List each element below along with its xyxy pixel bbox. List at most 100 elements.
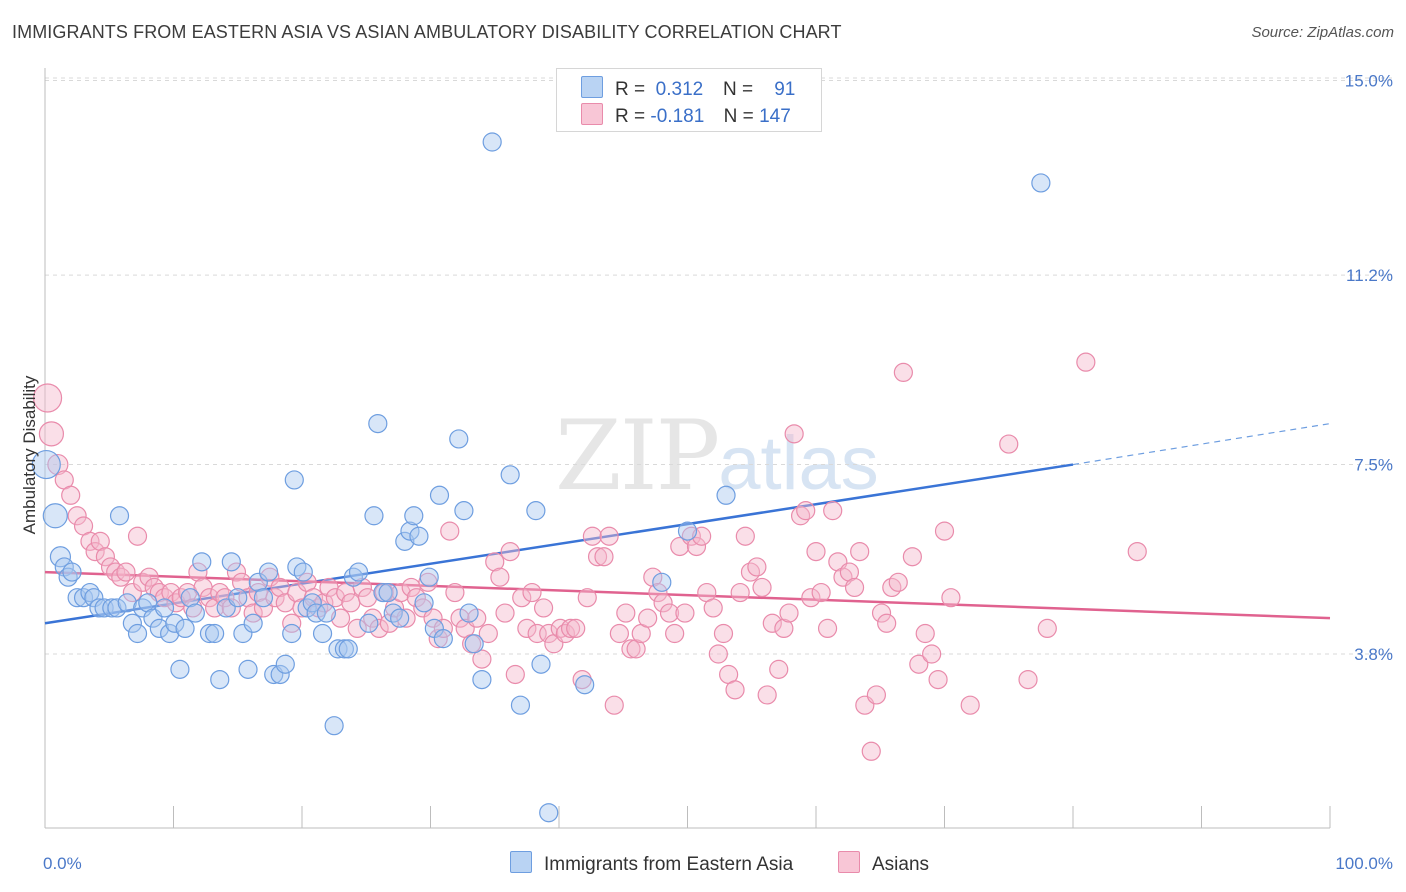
asians-point (877, 613, 897, 633)
eastern-asia-point (652, 572, 672, 592)
x-tick-label: 100.0% (1335, 854, 1393, 873)
eastern-asia-point (165, 613, 185, 633)
asians-point (1037, 618, 1057, 639)
y-tick-label: 7.5% (1354, 456, 1393, 475)
asians-point (626, 639, 646, 659)
eastern-asia-point (716, 485, 736, 505)
eastern-asia-point (258, 562, 279, 582)
eastern-asia-point (297, 598, 317, 618)
eastern-asia-point (154, 598, 175, 618)
legend-n-value: 91 (774, 79, 796, 100)
asians-point (915, 623, 935, 644)
asians-point (80, 531, 100, 551)
eastern-asia-point (1031, 173, 1051, 193)
eastern-asia-point (192, 552, 212, 572)
eastern-asia-point (359, 613, 379, 633)
asians-point (665, 623, 685, 644)
asians-point (888, 572, 908, 592)
axis-labels: 3.8% 7.5% 11.2% 15.0% 0.0% 100.0% Ambulatory D… (20, 72, 1393, 873)
asians-point (703, 598, 723, 618)
eastern-asia-point (149, 618, 169, 639)
asians-point (533, 598, 554, 618)
asians-point (604, 695, 624, 715)
eastern-asia-point (160, 623, 180, 644)
asians-point (796, 501, 816, 521)
legend-row-asians: R = -0.181 N = 147 (581, 103, 791, 127)
asians-point (512, 588, 532, 608)
asians-point (1127, 541, 1147, 562)
legend-n-label: N = (722, 79, 754, 100)
eastern-asia-point (454, 501, 474, 521)
asians-point (659, 603, 680, 623)
asians-point (522, 582, 542, 603)
asians-point (893, 362, 913, 382)
asians-point (713, 623, 734, 644)
eastern-asia-point (175, 618, 195, 639)
eastern-asia-point (233, 623, 253, 644)
asians-point (199, 588, 220, 608)
legend-swatch-blue (581, 76, 603, 98)
eastern-asia-point (127, 623, 148, 644)
y-axis-label: Ambulatory Disability (20, 375, 39, 534)
eastern-asia-point (539, 803, 559, 823)
asians-point (769, 659, 789, 679)
asians-point (643, 567, 663, 587)
asians-point (681, 526, 701, 546)
asians-point (47, 453, 69, 476)
eastern-asia-point (62, 562, 82, 582)
bottom-legend-label-1: Immigrants from Eastern Asia (544, 854, 794, 875)
asians-point (428, 629, 448, 649)
eastern-asia-point (170, 659, 190, 679)
eastern-asia-point (472, 669, 492, 690)
asians-point (882, 577, 902, 598)
asians-point (999, 434, 1019, 454)
asians-point (594, 547, 614, 567)
eastern-asia-point (284, 470, 304, 490)
eastern-asia-point (42, 503, 68, 529)
watermark-zip: ZIP (555, 400, 720, 512)
eastern-asia-point (338, 639, 358, 659)
eastern-asia-point (67, 588, 87, 608)
asians-point (61, 485, 81, 505)
asians-point (517, 618, 537, 639)
asians-point (861, 741, 881, 761)
asians-point (708, 644, 728, 664)
asians-point (774, 618, 794, 639)
asians-point (823, 501, 843, 521)
asians-point (539, 623, 559, 644)
asians-point (490, 567, 510, 587)
eastern-asia-point (404, 506, 424, 526)
asians-point (111, 567, 131, 587)
bottom-legend-label-2: Asians (872, 854, 930, 875)
asians-point (757, 685, 777, 705)
eastern-asia-point (364, 506, 384, 526)
eastern-asia-point (419, 567, 439, 587)
asians-point (653, 593, 673, 613)
bottom-legend-swatch-pink (838, 851, 860, 873)
asians-point (922, 644, 942, 664)
asians-point (226, 562, 247, 582)
y-tick-label: 3.8% (1354, 645, 1393, 664)
eastern-asia-point (429, 485, 450, 505)
eastern-asia-point (433, 629, 453, 649)
legend-n-value: 147 (759, 106, 791, 127)
asians-point (839, 562, 860, 582)
eastern-asia-point (316, 603, 337, 623)
stats-legend: R = 0.312 N = 91 R = -0.181 N = 147 (556, 68, 822, 132)
eastern-asia-point (84, 588, 104, 608)
asians-point (527, 623, 547, 644)
asians-point (330, 608, 351, 628)
legend-swatch-pink (581, 103, 603, 125)
eastern-asia-point (275, 654, 295, 674)
asians-point (752, 577, 772, 598)
asians-point (941, 588, 961, 608)
asians-point (478, 623, 498, 644)
asians-point (347, 618, 367, 639)
legend-r-value: 0.312 (655, 79, 704, 100)
asians-point (1018, 669, 1038, 690)
eastern-asia-point (270, 664, 290, 685)
eastern-asia-point (575, 675, 595, 695)
asians-point (423, 608, 443, 628)
eastern-asia-point (677, 521, 698, 541)
